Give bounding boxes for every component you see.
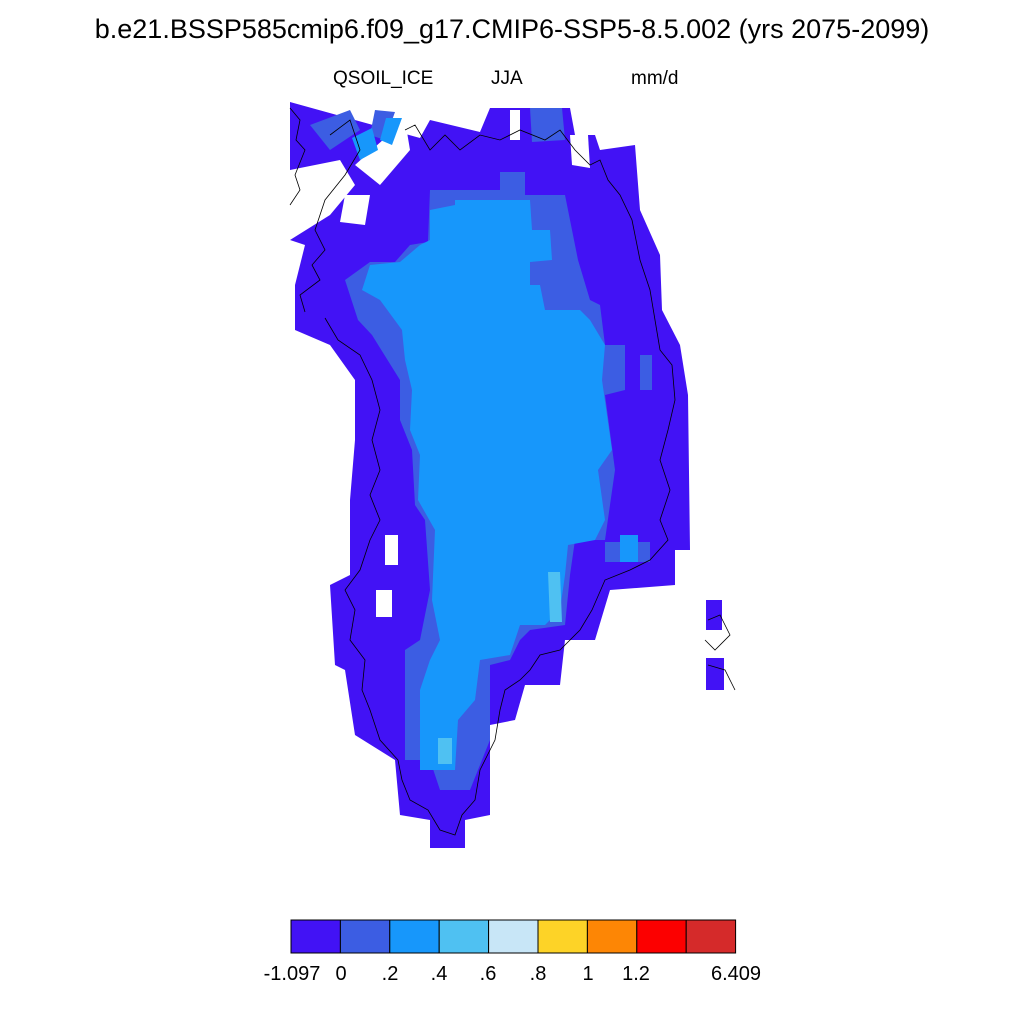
- units-label: mm/d: [631, 68, 679, 89]
- colorbar-swatch: [438, 919, 490, 954]
- colorbar-labels: -1.097 0 .2 .4 .6 .8 1 1.2 6.409: [264, 963, 761, 985]
- main-ice-region: [352, 118, 638, 770]
- plot-title: b.e21.BSSP585cmip6.f09_g17.CMIP6-SSP5-8.…: [94, 14, 930, 44]
- colorbar-label: 0: [335, 963, 346, 985]
- colorbar-swatch: [685, 919, 737, 954]
- colorbar-label: .8: [530, 963, 547, 985]
- colorbar-swatches: [290, 919, 737, 954]
- colorbar-swatch: [537, 919, 588, 954]
- season-label: JJA: [491, 68, 523, 89]
- highlight-cells: [438, 572, 562, 764]
- colorbar-label: .4: [431, 963, 448, 985]
- colorbar-label: 1.2: [622, 963, 650, 985]
- no-data-gaps: [290, 110, 590, 617]
- colorbar-swatch: [389, 919, 440, 954]
- colorbar-label: .6: [480, 963, 497, 985]
- colorbar-swatch: [488, 919, 539, 954]
- colorbar-swatch: [586, 919, 638, 954]
- coastline: [289, 107, 736, 836]
- colorbar-swatch: [290, 919, 341, 954]
- colorbar-label: 6.409: [711, 963, 761, 985]
- variable-label: QSOIL_ICE: [333, 68, 434, 89]
- colorbar-label: -1.097: [264, 963, 321, 985]
- colorbar-label: 1: [582, 963, 593, 985]
- colorbar-label: .2: [382, 963, 399, 985]
- colorbar-swatch: [339, 919, 391, 954]
- colorbar-swatch: [636, 919, 687, 954]
